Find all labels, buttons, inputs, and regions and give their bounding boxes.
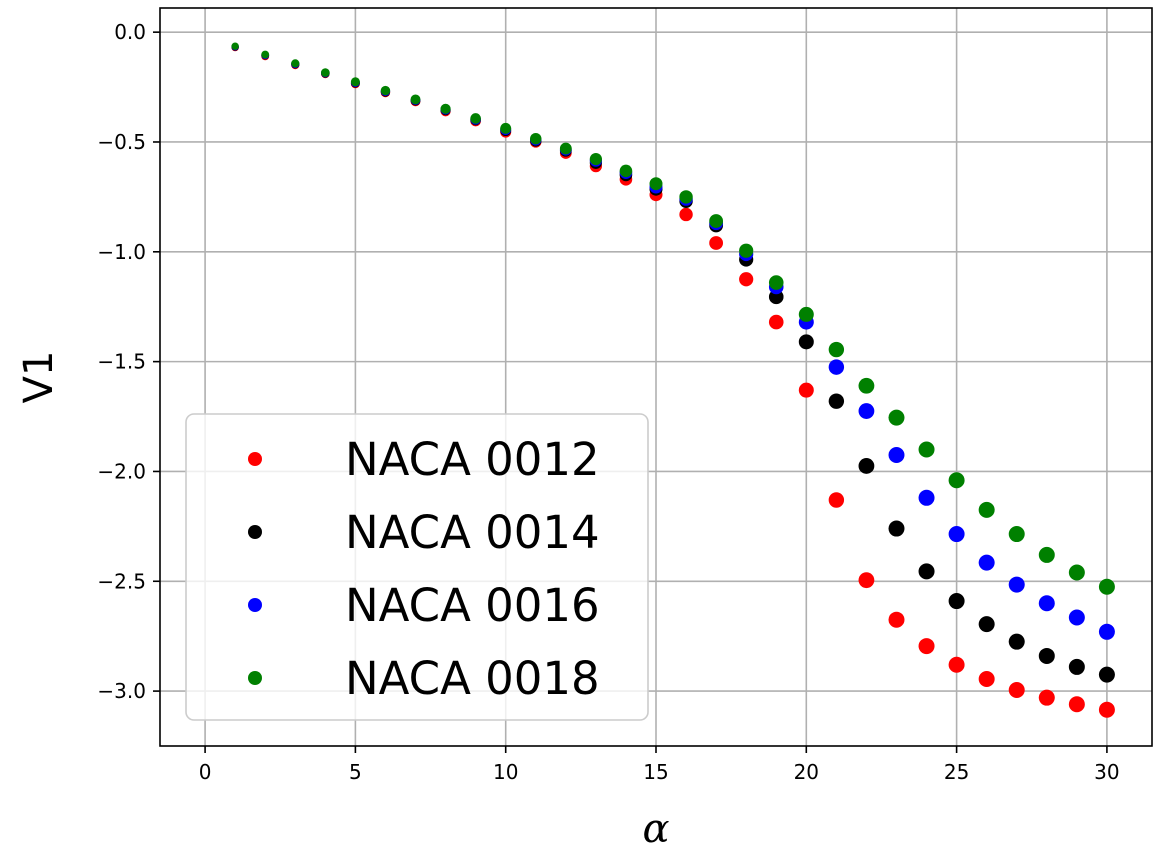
legend-box: [185, 413, 649, 721]
data-point: [858, 403, 875, 419]
data-point: [888, 446, 905, 463]
data-point: [978, 671, 995, 688]
legend-marker: [248, 598, 262, 612]
data-point: [978, 554, 995, 571]
data-point: [530, 132, 542, 145]
legend-label: NACA 0014: [345, 506, 600, 559]
data-point: [798, 382, 814, 398]
data-point: [679, 190, 693, 204]
data-point: [858, 377, 875, 394]
data-point: [739, 243, 754, 258]
data-point: [1008, 526, 1025, 543]
data-point: [1068, 564, 1085, 581]
legend-label: NACA 0018: [345, 652, 600, 705]
data-point: [948, 472, 965, 489]
data-point: [321, 68, 330, 77]
data-point: [1038, 546, 1055, 563]
data-point: [231, 42, 239, 50]
data-points: [231, 42, 1115, 718]
data-point: [768, 314, 784, 330]
data-point: [1098, 666, 1115, 683]
data-point: [1008, 633, 1025, 650]
x-axis-label: α: [642, 806, 669, 852]
data-point: [589, 153, 602, 166]
data-point: [798, 334, 814, 350]
data-point: [679, 207, 693, 222]
y-tick-label: −2.0: [97, 459, 146, 483]
data-point: [1038, 689, 1055, 706]
data-point: [1008, 681, 1025, 698]
data-point: [918, 441, 935, 458]
legend-label: NACA 0012: [345, 433, 600, 486]
y-tick-label: −1.5: [97, 350, 146, 374]
y-tick-label: −1.0: [97, 240, 146, 264]
x-tick-label: 5: [349, 760, 362, 784]
data-point: [948, 593, 965, 610]
data-point: [948, 656, 965, 673]
data-point: [1038, 647, 1055, 664]
data-point: [380, 85, 391, 96]
data-point: [1068, 658, 1085, 675]
data-point: [888, 520, 905, 537]
x-tick-label: 0: [199, 760, 212, 784]
data-point: [261, 50, 270, 59]
x-tick-label: 15: [643, 760, 668, 784]
legend-label: NACA 0016: [345, 579, 600, 632]
data-point: [918, 489, 935, 506]
x-tick-label: 25: [944, 760, 969, 784]
data-point: [470, 113, 481, 124]
data-point: [828, 359, 845, 375]
data-point: [1008, 576, 1025, 593]
data-point: [709, 214, 724, 228]
data-point: [1068, 609, 1085, 626]
data-point: [828, 341, 845, 358]
y-tick-label: −3.0: [97, 679, 146, 703]
y-tick-label: 0.0: [114, 20, 146, 44]
data-point: [768, 275, 784, 290]
data-point: [1068, 696, 1085, 713]
data-point: [649, 177, 663, 191]
data-point: [918, 638, 935, 655]
data-point: [709, 236, 724, 250]
data-point: [350, 77, 360, 87]
data-point: [858, 572, 875, 589]
data-point: [1098, 623, 1115, 640]
x-tick-label: 10: [493, 760, 518, 784]
data-point: [858, 458, 875, 474]
data-point: [440, 103, 451, 114]
data-point: [1098, 578, 1115, 595]
y-tick-label: −2.5: [97, 569, 146, 593]
data-point: [739, 272, 754, 287]
data-point: [888, 611, 905, 628]
data-point: [948, 526, 965, 543]
legend-marker: [248, 452, 262, 466]
data-point: [828, 393, 845, 409]
data-point: [291, 59, 300, 68]
legend: NACA 0012 NACA 0014 NACA 0016 NACA 0018: [185, 413, 649, 721]
data-point: [918, 563, 935, 580]
data-point: [798, 306, 814, 322]
data-point: [1038, 595, 1055, 612]
data-point: [888, 409, 905, 426]
data-point: [619, 164, 633, 178]
data-point: [978, 501, 995, 518]
y-tick-label: −0.5: [97, 130, 146, 154]
data-point: [559, 142, 572, 155]
data-point: [500, 122, 512, 134]
y-axis-label: V1: [16, 351, 62, 404]
x-tick-label: 30: [1094, 760, 1119, 784]
data-point: [410, 94, 421, 105]
legend-marker: [248, 525, 262, 539]
data-point: [978, 616, 995, 633]
data-point: [828, 492, 845, 508]
axis-ticks: 0 5 10 15 20 25 30 0.0 −0.5 −1.0 −1.5 −2.0 −2.5 −3.0: [97, 20, 1119, 784]
data-point: [1098, 701, 1115, 718]
legend-marker: [248, 671, 262, 685]
x-tick-label: 20: [794, 760, 819, 784]
